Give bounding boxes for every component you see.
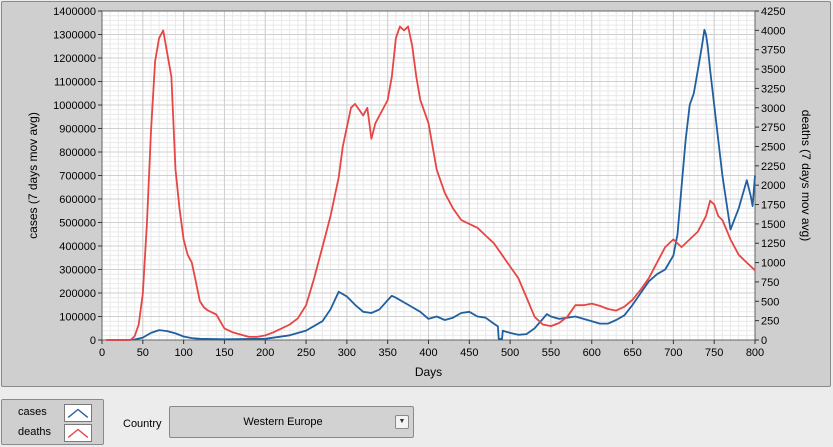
y-left-tick-label: 700000 xyxy=(59,171,96,183)
x-tick-label: 400 xyxy=(419,347,437,359)
y-axis-label-right: deaths (7 days mov avg) xyxy=(799,110,813,241)
y-right-tick-label: 1750 xyxy=(761,200,785,212)
x-tick-label: 450 xyxy=(460,347,478,359)
y-right-tick-label: 3250 xyxy=(761,83,785,95)
chart-panel: 0 50 100 150 200 250 300 350 400 450 500 550 600 650 7… xyxy=(1,1,831,387)
y-left-tick-label: 300000 xyxy=(59,265,96,277)
legend: cases deaths xyxy=(1,399,104,445)
y-right-tick-label: 1250 xyxy=(761,238,785,250)
legend-item-deaths: deaths xyxy=(2,423,103,443)
y-right-tick-label: 2750 xyxy=(761,122,785,134)
y-right-tick-label: 1500 xyxy=(761,219,785,231)
y-right-tick-label: 500 xyxy=(761,296,779,308)
y-right-tick-label: 250 xyxy=(761,316,779,328)
y-right-tick-label: 3750 xyxy=(761,45,785,57)
y-left-tick-label: 1000000 xyxy=(53,100,96,112)
x-tick-label: 500 xyxy=(501,347,519,359)
x-tick-label: 150 xyxy=(215,347,233,359)
y-left-tick-label: 1200000 xyxy=(53,53,96,65)
x-tick-label: 800 xyxy=(746,347,764,359)
y-right-tick-label: 2500 xyxy=(761,141,785,153)
y-right-tick-label: 0 xyxy=(761,335,767,347)
legend-item-cases: cases xyxy=(2,403,103,423)
x-tick-label: 200 xyxy=(256,347,274,359)
y-left-tick-label: 1300000 xyxy=(53,30,96,42)
y-right-tick-label: 750 xyxy=(761,277,779,289)
y-right-tick-label: 2250 xyxy=(761,161,785,173)
y-left-tick-label: 800000 xyxy=(59,147,96,159)
series-line-deaths xyxy=(106,25,756,341)
y-axis-label-left: cases (7 days mov avg) xyxy=(26,112,40,239)
y-left-tick-label: 600000 xyxy=(59,194,96,206)
x-tick-label: 700 xyxy=(664,347,682,359)
y-right-tick-label: 2000 xyxy=(761,180,785,192)
y-right-tick-label: 3000 xyxy=(761,103,785,115)
y-left-tick-label: 1100000 xyxy=(54,77,96,89)
country-dropdown[interactable]: Western Europe ▼ xyxy=(169,406,414,438)
y-left-tick-label: 900000 xyxy=(59,124,96,136)
country-selected-value: Western Europe xyxy=(243,416,323,428)
deaths-line-icon xyxy=(64,424,92,442)
y-left-tick-label: 1400000 xyxy=(53,6,96,18)
x-tick-label: 650 xyxy=(623,347,641,359)
y-left-tick-label: 500000 xyxy=(59,218,96,230)
line-chart: 0 50 100 150 200 250 300 350 400 450 500 550 600 650 7… xyxy=(26,6,813,379)
x-tick-label: 300 xyxy=(338,347,356,359)
y-right-tick-label: 1000 xyxy=(761,258,785,270)
y-left-tick-label: 200000 xyxy=(59,288,96,300)
y-right-tick-label: 3500 xyxy=(761,64,785,76)
y-left-tick-label: 400000 xyxy=(59,241,96,253)
country-label: Country xyxy=(123,418,162,430)
x-tick-label: 250 xyxy=(297,347,315,359)
y-left-tick-label: 0 xyxy=(90,335,96,347)
x-tick-label: 0 xyxy=(99,347,105,359)
x-tick-label: 50 xyxy=(137,347,149,359)
y-right-tick-label: 4000 xyxy=(761,25,785,37)
x-tick-label: 100 xyxy=(174,347,192,359)
x-axis-label: Days xyxy=(415,365,442,379)
x-tick-label: 750 xyxy=(705,347,723,359)
x-tick-label: 350 xyxy=(379,347,397,359)
y-right-tick-label: 4250 xyxy=(761,6,785,18)
legend-label-deaths: deaths xyxy=(18,426,52,438)
x-tick-label: 550 xyxy=(542,347,560,359)
legend-label-cases: cases xyxy=(18,406,47,418)
cases-line-icon xyxy=(64,404,92,422)
x-tick-label: 600 xyxy=(583,347,601,359)
series-line-cases xyxy=(106,28,756,341)
y-left-tick-label: 100000 xyxy=(59,312,96,324)
chevron-down-icon[interactable]: ▼ xyxy=(395,415,409,429)
